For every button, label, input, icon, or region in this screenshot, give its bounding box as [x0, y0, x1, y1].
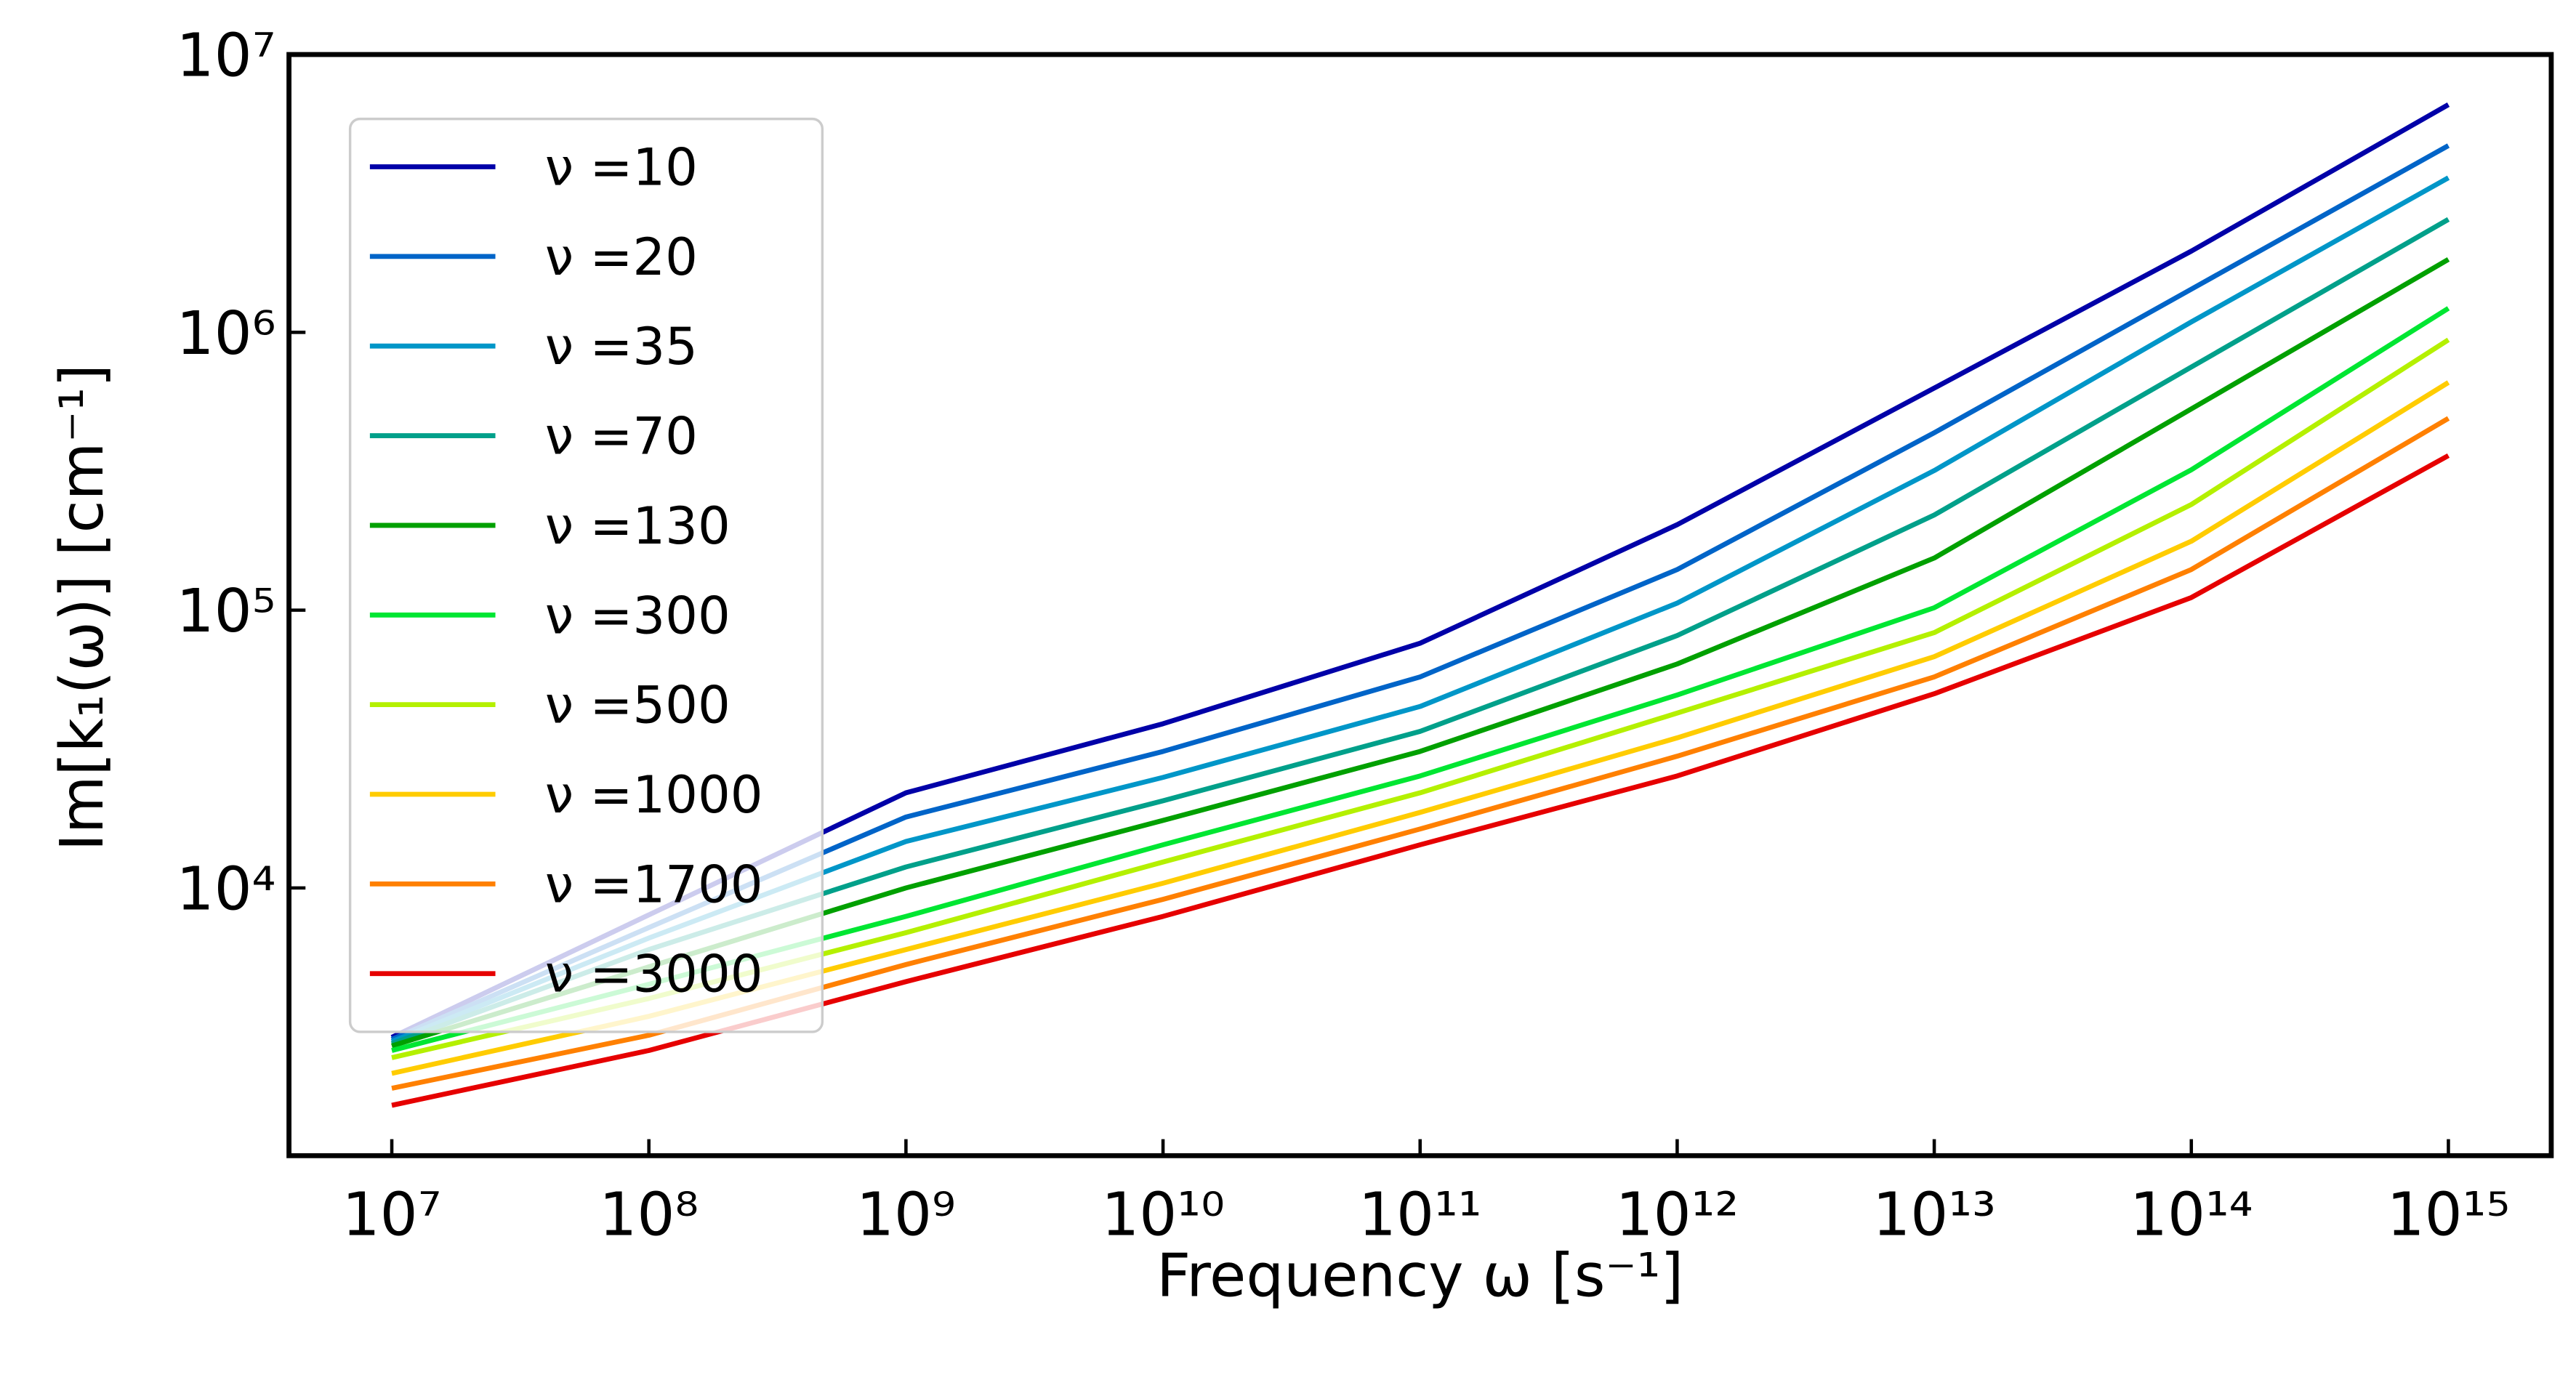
legend-label: ν =500	[545, 676, 730, 735]
y-tick-label: 10⁵	[177, 577, 276, 646]
x-tick-label: 10⁹	[856, 1180, 956, 1249]
x-tick-label: 10¹³	[1872, 1180, 1996, 1249]
y-tick-label: 10⁶	[177, 299, 276, 368]
x-tick-label: 10⁸	[599, 1180, 699, 1249]
legend-label: ν =10	[545, 137, 698, 197]
legend-label: ν =1000	[545, 765, 763, 825]
y-tick-label: 10⁴	[177, 855, 276, 924]
x-tick-label: 10¹⁰	[1101, 1180, 1225, 1249]
y-tick-label: 10⁷	[177, 22, 276, 91]
legend-label: ν =35	[545, 317, 698, 376]
x-tick-label: 10¹⁵	[2387, 1180, 2511, 1249]
y-axis-label: Im[k₁(ω)] [cm⁻¹]	[48, 364, 117, 851]
x-tick-label: 10¹⁴	[2130, 1180, 2253, 1249]
legend-label: ν =300	[545, 586, 730, 645]
x-tick-label: 10¹²	[1616, 1180, 1739, 1249]
legend-label: ν =70	[545, 407, 698, 467]
x-axis-label: Frequency ω [s⁻¹]	[1156, 1241, 1683, 1310]
legend: ν =10 ν =20 ν =35 ν =70 ν =130 ν =300 ν =500 ν …	[348, 117, 824, 1033]
legend-label: ν =3000	[545, 945, 763, 1004]
legend-label: ν =130	[545, 496, 730, 556]
legend-label: ν =1700	[545, 855, 763, 914]
x-tick-label: 10¹¹	[1359, 1180, 1482, 1249]
x-tick-label: 10⁷	[342, 1180, 442, 1249]
legend-label: ν =20	[545, 227, 698, 287]
